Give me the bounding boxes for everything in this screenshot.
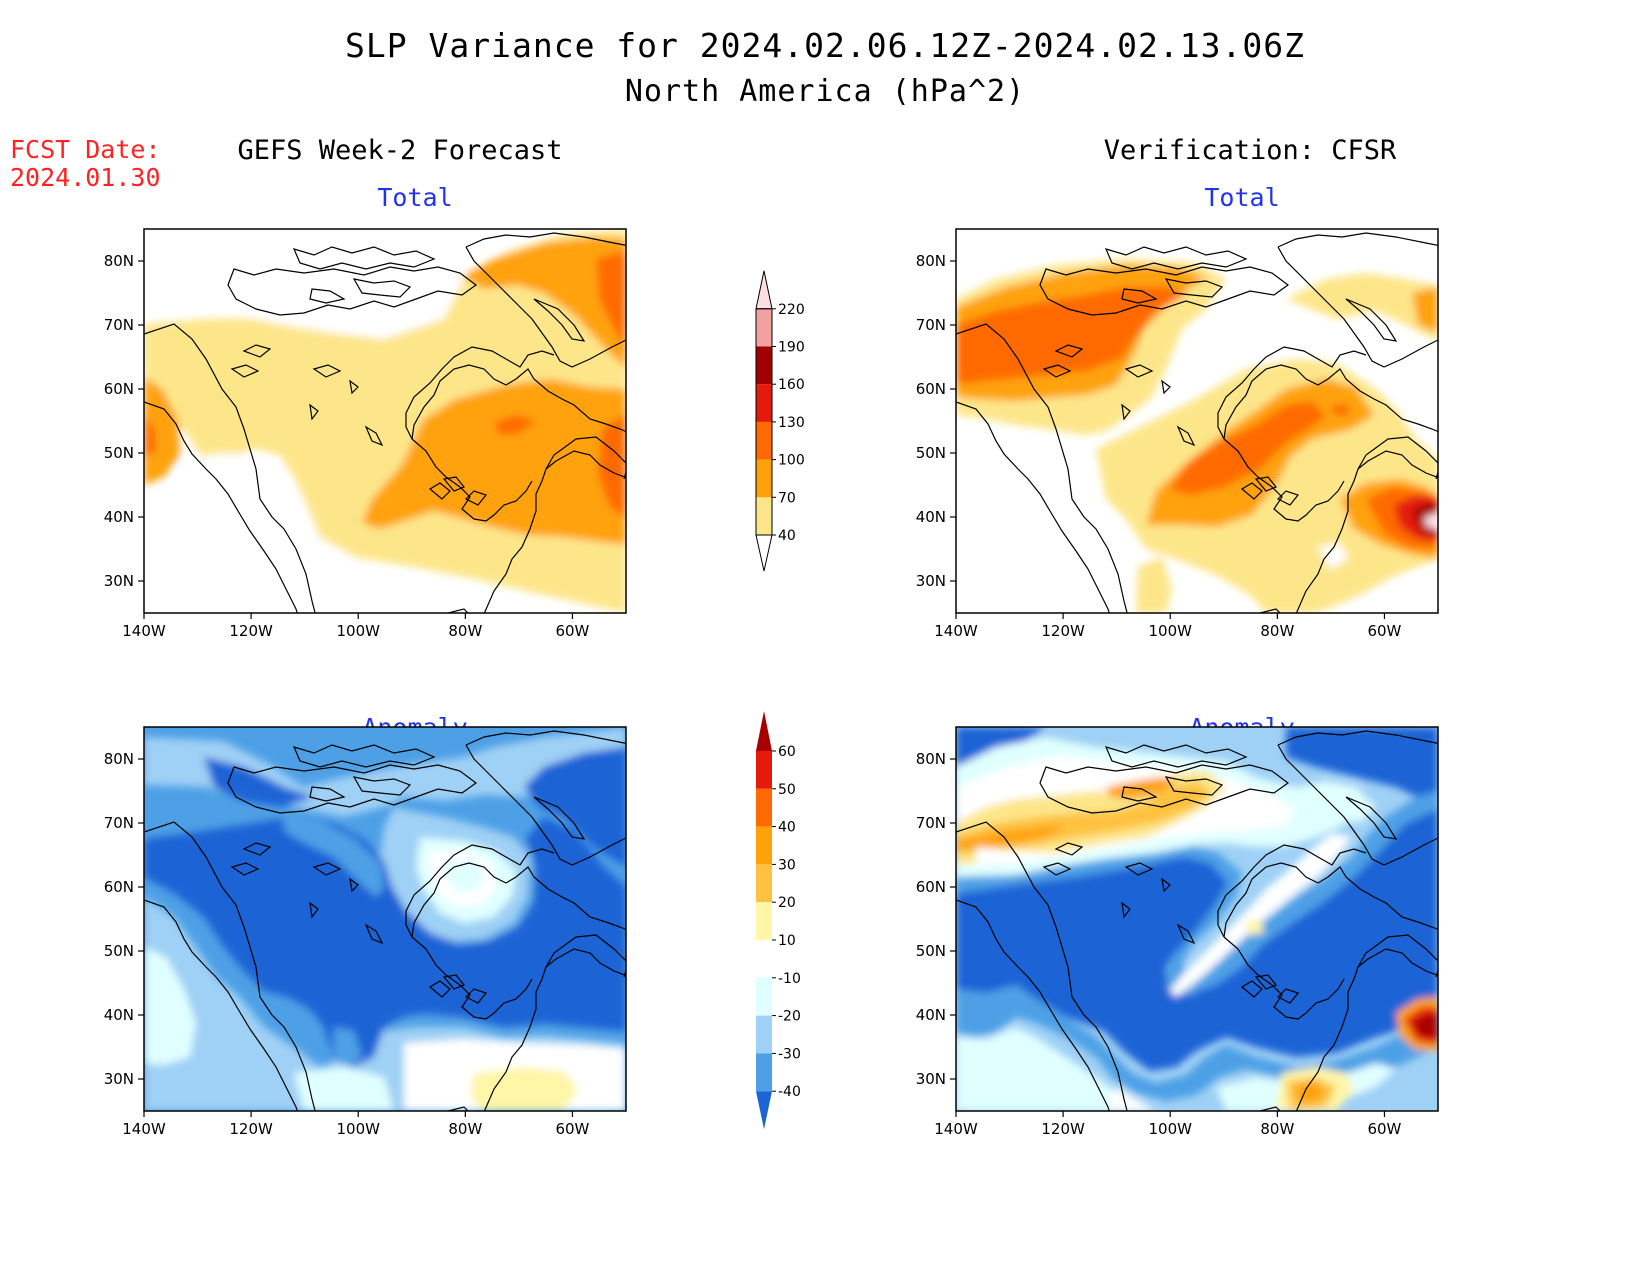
colorbar-anomaly-label: 20 <box>778 895 796 911</box>
colorbar-anomaly-min-triangle <box>756 1091 772 1130</box>
colorbar-anomaly-label: 50 <box>778 782 796 798</box>
colorbar-anomaly-swatch <box>756 902 772 940</box>
lon-tick-label-forecast-anomaly: 60W <box>555 1120 589 1138</box>
colorbar-total-label: 40 <box>778 528 796 544</box>
lon-tick-label-verify-total: 120W <box>1041 622 1085 640</box>
lat-tick-label-verify-anomaly: 60N <box>916 878 946 896</box>
map-verify-total <box>955 228 1439 614</box>
colorbar-anomaly-label: 40 <box>778 820 796 836</box>
lat-tick-label-verify-total: 50N <box>916 444 946 462</box>
colorbar-anomaly-label: -30 <box>778 1046 801 1062</box>
colorbar-anomaly-swatch <box>756 788 772 827</box>
lon-tick-label-verify-anomaly: 100W <box>1148 1120 1192 1138</box>
map-forecast-anomaly <box>143 726 627 1112</box>
map-forecast-total <box>143 228 627 614</box>
colorbar-total-swatch <box>756 384 772 422</box>
main-subtitle: North America (hPa^2) <box>624 74 1026 109</box>
colorbar-anomaly-label: 60 <box>778 744 796 760</box>
colorbar-anomaly-max-triangle <box>756 711 772 751</box>
lon-tick-label-verify-anomaly: 80W <box>1260 1120 1294 1138</box>
lon-tick-label-forecast-anomaly: 80W <box>448 1120 482 1138</box>
lat-tick-label-verify-anomaly: 70N <box>916 814 946 832</box>
colorbar-anomaly-label: -20 <box>778 1009 801 1025</box>
lat-tick-label-forecast-total: 60N <box>104 380 134 398</box>
forecast-date-block: FCST Date: 2024.01.30 <box>10 136 161 192</box>
colorbar-total-swatch <box>756 346 772 385</box>
colorbar-anomaly-label: 30 <box>778 857 796 873</box>
colorbar-anomaly-swatch <box>756 826 772 865</box>
colorbar-total-label: 70 <box>778 490 796 506</box>
lat-tick-label-forecast-anomaly: 50N <box>104 942 134 960</box>
lon-tick-label-forecast-total: 60W <box>555 622 589 640</box>
lat-tick-label-verify-total: 70N <box>916 316 946 334</box>
lat-tick-label-forecast-total: 30N <box>104 572 134 590</box>
colorbar-total-min-triangle <box>755 534 773 572</box>
colorbar-total-label: 220 <box>778 302 805 318</box>
colorbar-total-label: 130 <box>778 415 805 431</box>
lat-tick-label-verify-anomaly: 40N <box>916 1006 946 1024</box>
main-title: SLP Variance for 2024.02.06.12Z-2024.02.… <box>345 26 1305 65</box>
lat-tick-label-forecast-anomaly: 80N <box>104 750 134 768</box>
lon-tick-label-forecast-anomaly: 120W <box>229 1120 273 1138</box>
lon-tick-label-verify-anomaly: 140W <box>934 1120 978 1138</box>
colorbar-total-swatch <box>756 459 772 498</box>
lat-tick-label-forecast-total: 50N <box>104 444 134 462</box>
colorbar-total-label: 190 <box>778 340 805 356</box>
axes-layer: 80N 70N 60N 50N 40N 30N 140W 120W 100W 80W 60W 80N 7… <box>104 252 1402 1138</box>
colorbar-total-swatch <box>756 421 772 460</box>
colorbar-anomaly-swatch <box>756 977 772 1016</box>
lat-tick-label-verify-anomaly: 30N <box>916 1070 946 1088</box>
colorbar-total-max-triangle <box>755 270 773 310</box>
lat-tick-label-verify-total: 30N <box>916 572 946 590</box>
colorbar-total-label: 100 <box>778 453 805 469</box>
lon-tick-label-verify-total: 100W <box>1148 622 1192 640</box>
lat-tick-label-forecast-anomaly: 30N <box>104 1070 134 1088</box>
colorbar-total-swatch <box>756 308 772 347</box>
fcst-date: 2024.01.30 <box>10 163 161 192</box>
lon-tick-label-verify-total: 80W <box>1260 622 1294 640</box>
lat-tick-label-forecast-total: 80N <box>104 252 134 270</box>
colorbar-anomaly-swatch <box>756 1015 772 1054</box>
colorbar-anomaly-swatch <box>756 751 772 789</box>
lat-tick-label-verify-total: 80N <box>916 252 946 270</box>
colorbar-total-swatch <box>756 497 772 535</box>
lon-tick-label-forecast-anomaly: 140W <box>122 1120 166 1138</box>
panel-forecast-total-title: Total <box>377 183 453 212</box>
lon-tick-label-forecast-anomaly: 100W <box>336 1120 380 1138</box>
lat-tick-label-verify-anomaly: 50N <box>916 942 946 960</box>
lat-tick-label-forecast-total: 70N <box>104 316 134 334</box>
colorbar-anomaly-swatch <box>756 864 772 903</box>
lon-tick-label-verify-total: 60W <box>1367 622 1401 640</box>
lon-tick-label-forecast-total: 140W <box>122 622 166 640</box>
lon-tick-label-verify-total: 140W <box>934 622 978 640</box>
lat-tick-label-verify-total: 60N <box>916 380 946 398</box>
lon-tick-label-verify-anomaly: 120W <box>1041 1120 1085 1138</box>
colorbar-total: 40 70 100 130 160 190 220 <box>755 270 805 572</box>
lat-tick-label-forecast-total: 40N <box>104 508 134 526</box>
lat-tick-label-forecast-anomaly: 70N <box>104 814 134 832</box>
lat-tick-label-forecast-anomaly: 40N <box>104 1006 134 1024</box>
colorbar-anomaly-label: 10 <box>778 933 796 949</box>
lon-tick-label-forecast-total: 80W <box>448 622 482 640</box>
left-column-title: GEFS Week-2 Forecast <box>237 135 563 166</box>
panel-verify-total-title: Total <box>1204 183 1280 212</box>
map-verify-anomaly <box>955 726 1439 1112</box>
lat-tick-label-verify-anomaly: 80N <box>916 750 946 768</box>
colorbar-total-label: 160 <box>778 377 805 393</box>
colorbar-anomaly: 60 50 40 30 20 10 -10 -20 -30 -40 <box>756 711 801 1130</box>
lon-tick-label-verify-anomaly: 60W <box>1367 1120 1401 1138</box>
colorbar-anomaly-swatch <box>756 940 772 978</box>
colorbar-anomaly-swatch <box>756 1053 772 1092</box>
fcst-label: FCST Date: <box>10 135 161 164</box>
lat-tick-label-verify-total: 40N <box>916 508 946 526</box>
lat-tick-label-forecast-anomaly: 60N <box>104 878 134 896</box>
colorbar-anomaly-label: -10 <box>778 971 801 987</box>
lon-tick-label-forecast-total: 120W <box>229 622 273 640</box>
colorbar-anomaly-label: -40 <box>778 1084 801 1100</box>
right-column-title: Verification: CFSR <box>1103 135 1397 166</box>
lon-tick-label-forecast-total: 100W <box>336 622 380 640</box>
